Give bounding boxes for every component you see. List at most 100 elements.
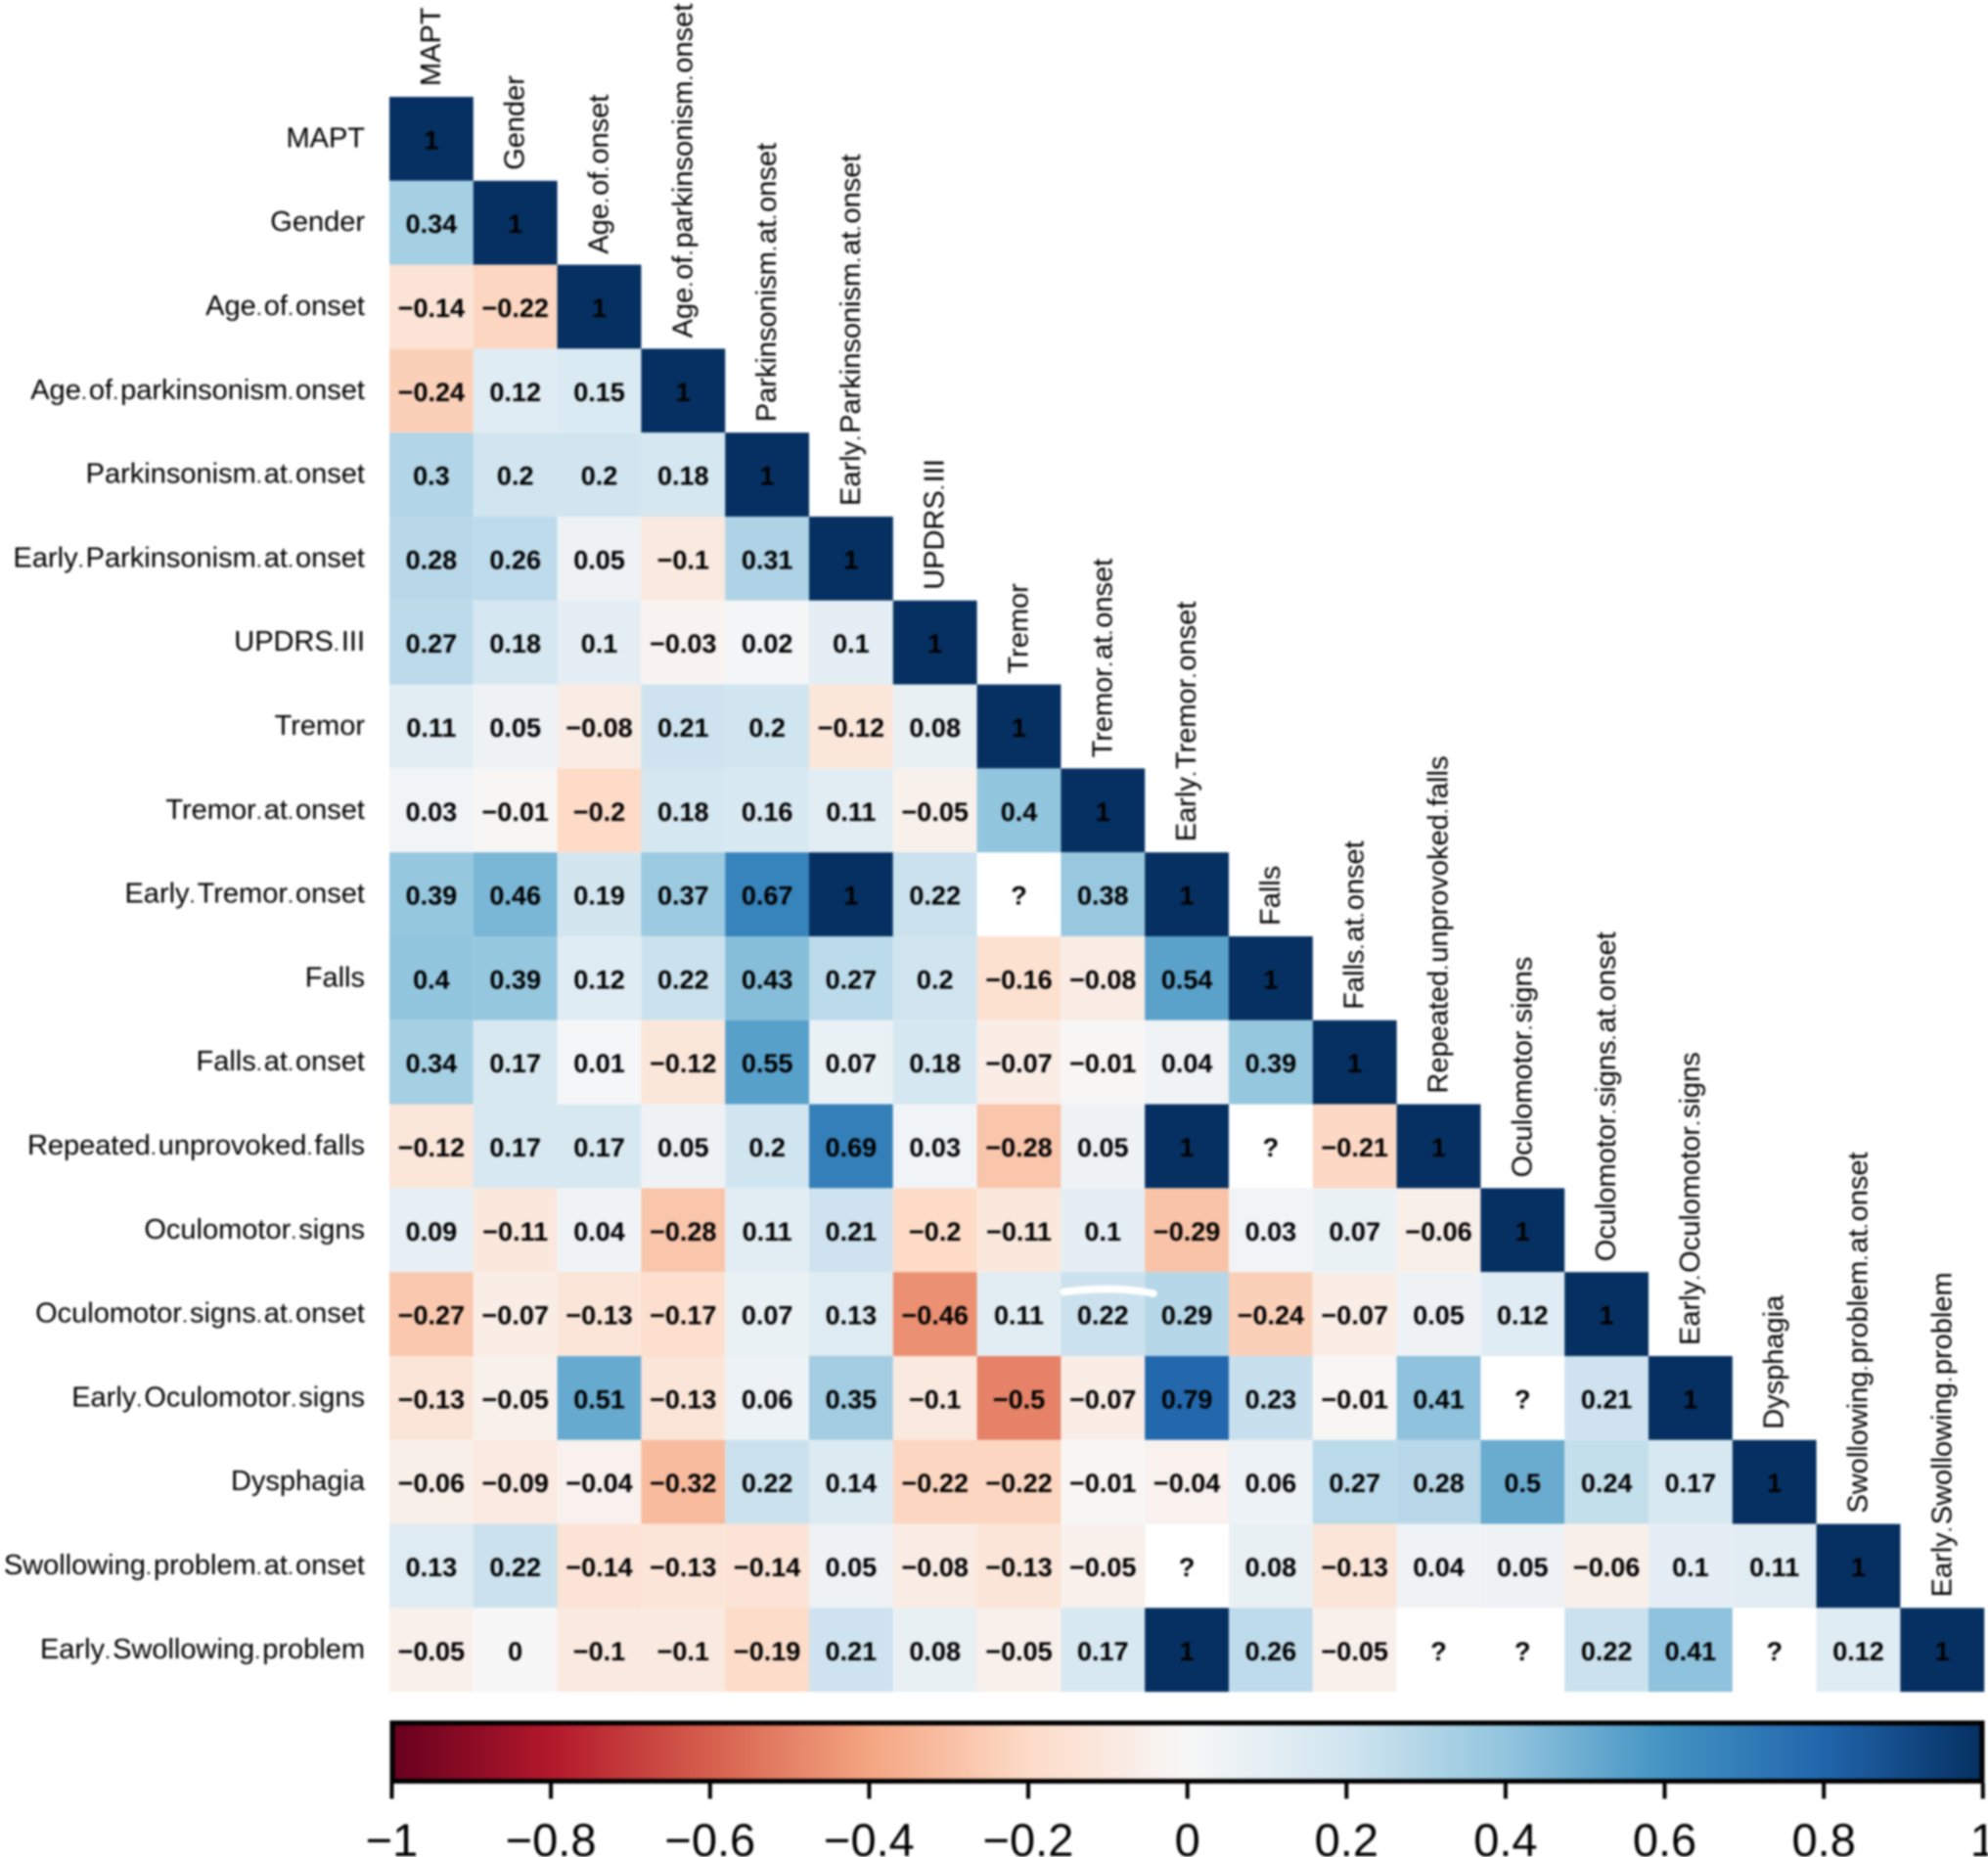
svg-text:0.12: 0.12 (489, 378, 541, 407)
svg-text:0.41: 0.41 (1665, 1637, 1717, 1666)
svg-text:−0.12: −0.12 (650, 1049, 716, 1078)
svg-text:0.05: 0.05 (489, 713, 541, 743)
svg-text:−0.14: −0.14 (734, 1553, 800, 1582)
svg-text:?: ? (1514, 1384, 1531, 1414)
svg-text:1: 1 (1180, 1637, 1195, 1666)
svg-text:Falls: Falls (305, 962, 365, 993)
svg-text:0.79: 0.79 (1161, 1384, 1213, 1414)
svg-text:0.17: 0.17 (573, 1133, 625, 1162)
svg-text:0.22: 0.22 (657, 965, 709, 994)
svg-text:Tremor: Tremor (1004, 583, 1035, 674)
svg-text:0.17: 0.17 (489, 1133, 541, 1162)
svg-text:0.37: 0.37 (657, 882, 709, 911)
svg-text:0.18: 0.18 (657, 462, 709, 491)
svg-text:0.17: 0.17 (1077, 1637, 1129, 1666)
svg-text:1: 1 (508, 209, 522, 239)
svg-text:Early.Oculomotor.signs: Early.Oculomotor.signs (71, 1381, 365, 1413)
svg-text:−0.04: −0.04 (1153, 1469, 1220, 1498)
svg-text:?: ? (1011, 882, 1027, 911)
svg-text:?: ? (1179, 1553, 1196, 1582)
svg-text:Falls.at.onset: Falls.at.onset (197, 1046, 366, 1077)
svg-text:Dysphagia: Dysphagia (1759, 1294, 1790, 1429)
svg-text:0.11: 0.11 (994, 1301, 1044, 1331)
svg-text:Swollowing.problem.at.onset: Swollowing.problem.at.onset (1843, 1152, 1875, 1513)
svg-text:−0.08: −0.08 (902, 1553, 969, 1582)
svg-text:−0.14: −0.14 (565, 1553, 632, 1582)
svg-text:0.24: 0.24 (1581, 1469, 1633, 1498)
svg-text:0.04: 0.04 (573, 1217, 625, 1246)
svg-text:0.46: 0.46 (489, 882, 541, 911)
svg-text:0.11: 0.11 (1749, 1553, 1799, 1582)
svg-text:Tremor.at.onset: Tremor.at.onset (1087, 559, 1118, 758)
svg-text:0: 0 (508, 1637, 522, 1666)
svg-text:−0.11: −0.11 (986, 1217, 1052, 1246)
svg-text:0.15: 0.15 (573, 378, 625, 407)
svg-text:−0.46: −0.46 (902, 1301, 969, 1331)
svg-text:−0.4: −0.4 (824, 1814, 915, 1857)
svg-text:Parkinsonism.at.onset: Parkinsonism.at.onset (751, 143, 783, 422)
svg-text:−0.8: −0.8 (506, 1814, 597, 1857)
svg-text:0.21: 0.21 (826, 1217, 878, 1246)
svg-text:Falls: Falls (1255, 866, 1287, 926)
svg-text:1: 1 (1767, 1469, 1782, 1498)
svg-text:Repeated.unprovoked.falls: Repeated.unprovoked.falls (27, 1130, 365, 1161)
svg-text:Early.Oculomotor.signs: Early.Oculomotor.signs (1675, 1052, 1706, 1345)
svg-text:Gender: Gender (270, 206, 365, 238)
svg-text:1: 1 (1180, 1133, 1195, 1162)
svg-text:−0.2: −0.2 (983, 1814, 1074, 1857)
svg-text:0.35: 0.35 (826, 1384, 878, 1414)
svg-text:−0.22: −0.22 (985, 1469, 1052, 1498)
svg-text:0.05: 0.05 (1497, 1553, 1549, 1582)
svg-text:0.07: 0.07 (826, 1049, 878, 1078)
svg-text:0.2: 0.2 (1315, 1814, 1378, 1857)
svg-text:0.11: 0.11 (743, 1217, 792, 1246)
svg-text:−0.24: −0.24 (1238, 1301, 1304, 1331)
svg-text:Age.of.parkinsonism.onset: Age.of.parkinsonism.onset (667, 4, 699, 339)
svg-text:−0.19: −0.19 (734, 1637, 800, 1666)
svg-text:−0.12: −0.12 (398, 1133, 465, 1162)
svg-text:0.27: 0.27 (826, 965, 878, 994)
svg-text:0.31: 0.31 (742, 545, 793, 574)
svg-text:1: 1 (424, 125, 438, 155)
svg-text:−0.11: −0.11 (482, 1217, 548, 1246)
svg-text:0.22: 0.22 (1581, 1637, 1633, 1666)
svg-text:0.12: 0.12 (1497, 1301, 1549, 1331)
svg-text:−0.13: −0.13 (650, 1553, 716, 1582)
svg-text:0.67: 0.67 (742, 882, 793, 911)
svg-text:−0.2: −0.2 (909, 1217, 961, 1246)
svg-text:0.2: 0.2 (917, 965, 954, 994)
svg-text:−0.21: −0.21 (1322, 1133, 1388, 1162)
svg-text:Repeated.unprovoked.falls: Repeated.unprovoked.falls (1423, 756, 1455, 1094)
svg-text:?: ? (1263, 1133, 1280, 1162)
svg-text:0.09: 0.09 (406, 1217, 458, 1246)
svg-text:0.2: 0.2 (748, 1133, 786, 1162)
svg-text:0.51: 0.51 (573, 1384, 625, 1414)
svg-text:−0.07: −0.07 (1322, 1301, 1388, 1331)
svg-text:1: 1 (1347, 1049, 1362, 1078)
svg-text:0.22: 0.22 (1077, 1301, 1129, 1331)
svg-text:1: 1 (927, 629, 942, 658)
svg-text:−0.22: −0.22 (902, 1469, 969, 1498)
svg-text:−0.05: −0.05 (1322, 1637, 1388, 1666)
svg-text:0.2: 0.2 (497, 462, 534, 491)
svg-text:0.1: 0.1 (1672, 1553, 1709, 1582)
svg-text:0.3: 0.3 (413, 462, 450, 491)
svg-text:Early.Parkinsonism.at.onset: Early.Parkinsonism.at.onset (836, 155, 867, 506)
svg-text:−0.13: −0.13 (1322, 1553, 1388, 1582)
svg-text:−0.01: −0.01 (482, 797, 549, 827)
svg-text:Early.Parkinsonism.at.onset: Early.Parkinsonism.at.onset (14, 542, 365, 573)
svg-text:0.05: 0.05 (1413, 1301, 1465, 1331)
svg-text:Swollowing.problem.at.onset: Swollowing.problem.at.onset (4, 1550, 365, 1581)
svg-text:0.07: 0.07 (1329, 1217, 1380, 1246)
svg-text:−0.05: −0.05 (398, 1637, 465, 1666)
svg-text:0.18: 0.18 (909, 1049, 961, 1078)
svg-text:−0.6: −0.6 (664, 1814, 755, 1857)
svg-text:1: 1 (1600, 1301, 1614, 1331)
svg-text:Oculomotor.signs: Oculomotor.signs (1507, 957, 1538, 1178)
svg-text:0.54: 0.54 (1161, 965, 1213, 994)
svg-text:0: 0 (1175, 1814, 1200, 1857)
svg-text:−0.04: −0.04 (565, 1469, 632, 1498)
svg-text:−0.01: −0.01 (1322, 1384, 1388, 1414)
svg-text:0.27: 0.27 (1329, 1469, 1380, 1498)
svg-text:1: 1 (1970, 1814, 1988, 1857)
